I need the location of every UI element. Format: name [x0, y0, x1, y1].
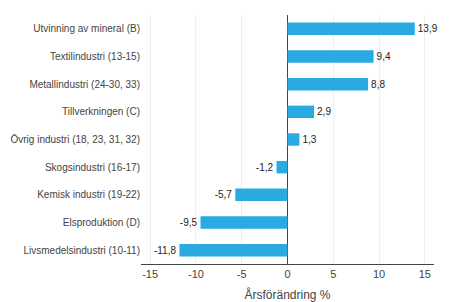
- svg-text:-5: -5: [237, 268, 247, 280]
- svg-text:-11,8: -11,8: [154, 245, 176, 256]
- svg-text:8,8: 8,8: [371, 79, 385, 90]
- svg-text:Årsförändring %: Årsförändring %: [244, 287, 330, 302]
- svg-text:-15: -15: [142, 268, 158, 280]
- svg-text:10: 10: [373, 268, 385, 280]
- svg-text:-10: -10: [188, 268, 204, 280]
- svg-text:5: 5: [330, 268, 336, 280]
- svg-text:Elsproduktion (D): Elsproduktion (D): [63, 217, 140, 228]
- svg-text:Livsmedelsindustri (10-11): Livsmedelsindustri (10-11): [23, 245, 140, 256]
- svg-text:1,3: 1,3: [302, 134, 316, 145]
- svg-text:Tillverkningen (C): Tillverkningen (C): [62, 106, 140, 117]
- svg-text:Skogsindustri (16-17): Skogsindustri (16-17): [45, 162, 140, 173]
- svg-text:0: 0: [284, 268, 290, 280]
- svg-text:-9,5: -9,5: [180, 217, 198, 228]
- svg-text:Övrig industri (18, 23, 31, 32: Övrig industri (18, 23, 31, 32): [10, 134, 140, 145]
- svg-text:2,9: 2,9: [317, 106, 331, 117]
- svg-text:Metallindustri (24-30, 33): Metallindustri (24-30, 33): [29, 79, 140, 90]
- svg-text:Kemisk industri (19-22): Kemisk industri (19-22): [37, 189, 140, 200]
- svg-text:15: 15: [419, 268, 431, 280]
- svg-text:13,9: 13,9: [418, 23, 438, 34]
- svg-text:-1,2: -1,2: [256, 162, 274, 173]
- svg-text:9,4: 9,4: [377, 51, 391, 62]
- svg-text:-5,7: -5,7: [215, 189, 233, 200]
- svg-text:Utvinning av mineral (B): Utvinning av mineral (B): [33, 23, 140, 34]
- svg-text:Textilindustri (13-15): Textilindustri (13-15): [50, 51, 140, 62]
